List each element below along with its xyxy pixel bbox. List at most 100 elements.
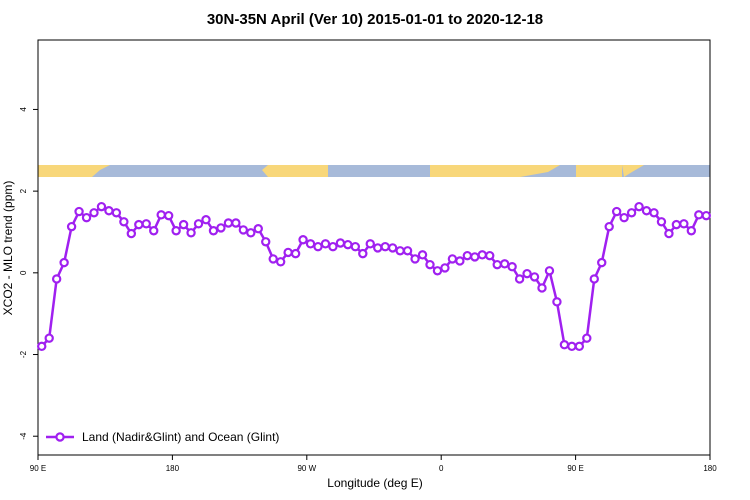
y-tick-label: 2 [19,188,28,193]
point [522,268,532,279]
point [320,239,331,249]
point [358,248,368,259]
point [440,263,450,273]
point [193,219,204,229]
point [626,208,637,218]
point [656,217,667,227]
y-axis-label: XCO2 - MLO trend (ppm) [1,181,15,316]
point [111,208,122,218]
point [231,218,241,228]
point [686,226,697,236]
point [417,250,428,260]
point [104,206,114,216]
point [395,246,405,256]
point [462,250,473,261]
point [387,243,398,253]
point [238,225,249,235]
point [589,274,599,284]
point [679,219,689,229]
point [402,246,413,256]
point [298,235,308,245]
point [544,266,555,276]
point [74,206,84,217]
point [149,226,159,236]
point [649,208,659,218]
point [552,297,562,307]
point [567,341,577,352]
point [604,221,614,232]
point [447,254,458,264]
point [574,341,585,352]
x-axis-label: Longitude (deg E) [327,476,422,490]
point [328,241,338,252]
point [163,210,174,221]
point [134,219,144,230]
point [343,239,353,250]
point [186,228,196,238]
point [671,219,682,230]
point [373,243,383,253]
point [96,201,107,212]
point [559,340,570,350]
point [380,241,390,252]
x-tick-label: 0 [439,464,444,473]
x-tick-label: 90 E [30,464,46,473]
point [492,259,502,270]
point [126,228,137,239]
x-tick-label: 180 [166,464,180,473]
point [619,212,629,223]
point [694,210,704,220]
point [470,252,480,262]
y-tick-label: 4 [19,107,28,112]
y-tick-label: 0 [19,270,28,275]
point [432,266,443,276]
point [529,272,540,282]
point [305,239,316,249]
point [246,228,256,238]
point [425,259,435,270]
point [499,259,510,269]
point [156,210,166,220]
point [664,228,674,239]
point [201,215,211,225]
point [119,217,129,227]
point [335,238,346,248]
point [81,212,92,223]
point [641,206,652,216]
point [216,223,226,233]
y-tick-label: -2 [19,350,28,358]
point [477,250,487,260]
chart-title: 30N-35N April (Ver 10) 2015-01-01 to 202… [207,11,543,28]
point [514,274,525,284]
point [66,221,77,232]
point [253,224,263,234]
legend-marker [55,432,65,442]
plot-frame [37,39,711,456]
point [410,254,420,264]
x-tick-label: 90 E [567,464,583,473]
point [485,250,495,261]
point [701,210,711,221]
point [582,333,592,343]
point [208,226,219,236]
point [597,257,607,268]
point [365,239,375,249]
point [178,219,189,230]
point [171,226,181,236]
point [290,248,301,259]
point [611,206,622,217]
point [261,237,271,247]
point [268,254,278,264]
x-tick-label: 90 W [297,464,316,473]
point [51,274,62,284]
point [507,261,517,272]
point [44,333,54,343]
point [537,283,547,293]
point [283,247,293,258]
point [455,256,465,266]
legend-label: Land (Nadir&Glint) and Ocean (Glint) [82,430,279,444]
point [37,341,47,352]
point [89,208,99,218]
land-ocean-strip [38,165,710,177]
point [275,257,286,267]
